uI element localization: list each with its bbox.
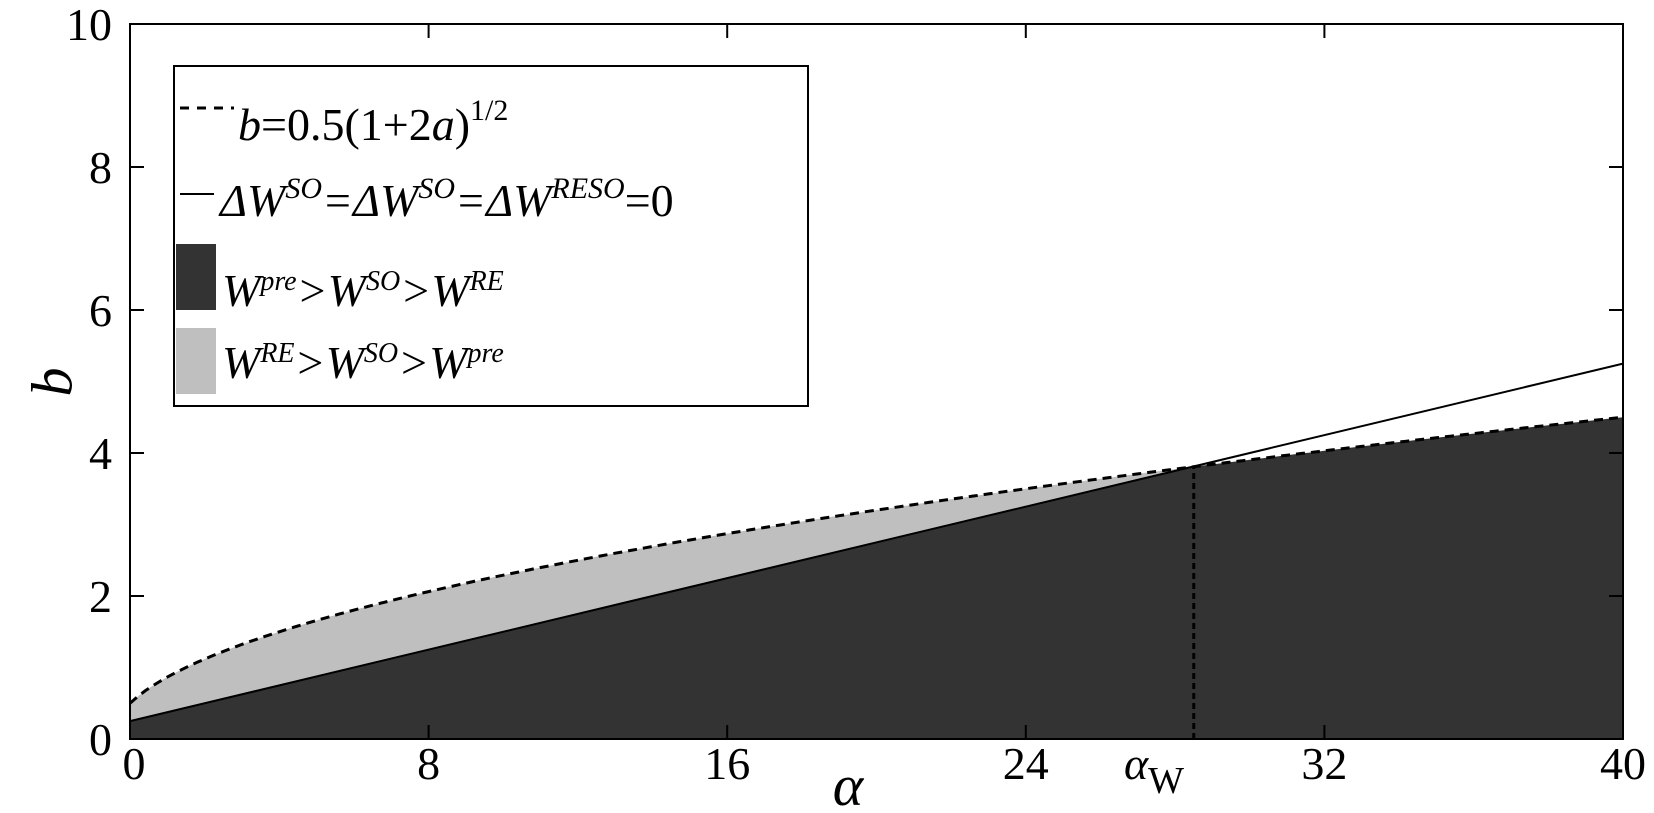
x-axis-ticks: 0 8 16 24 32 40 (123, 24, 1646, 789)
y-tick-label: 2 (89, 571, 112, 622)
y-tick-label: 4 (89, 428, 112, 479)
x-tick-label: 16 (704, 738, 750, 789)
y-axis-title: b (19, 368, 84, 397)
x-tick-label: 24 (1003, 738, 1049, 789)
x-tick-label: 8 (417, 738, 440, 789)
legend-solid-label: ΔWSO=ΔWSO=ΔWRESO=0 (218, 172, 674, 226)
plot-frame (129, 23, 1624, 740)
x-axis-title: α (833, 753, 865, 813)
legend-light-label: WRE>WSO>Wpre (222, 337, 504, 388)
series-line-delta-w-zero (129, 362, 1624, 723)
x-tick-label: 32 (1301, 738, 1347, 789)
legend-dashed-label: b=0.5(1+2a)1/2 (238, 94, 508, 150)
y-axis-ticks: 0 2 4 6 8 10 (66, 0, 1623, 765)
legend-light-swatch (176, 328, 216, 394)
y-tick-label: 10 (66, 0, 112, 50)
y-tick-label: 8 (89, 142, 112, 193)
region-pre-so-re (130, 417, 1623, 739)
legend-box (173, 65, 809, 407)
x-tick-label: 40 (1600, 738, 1646, 789)
x-tick-label: 0 (123, 738, 146, 789)
alpha-w-label: αW (1124, 738, 1184, 802)
y-tick-label: 6 (89, 285, 112, 336)
legend-dark-label: Wpre>WSO>WRE (222, 265, 504, 316)
y-tick-label: 0 (89, 714, 112, 765)
legend: b=0.5(1+2a)1/2 ΔWSO=ΔWSO=ΔWRESO=0 Wpre>W… (173, 65, 809, 407)
legend-dark-swatch (176, 244, 216, 310)
series-line-b-sqrt (129, 415, 1624, 705)
